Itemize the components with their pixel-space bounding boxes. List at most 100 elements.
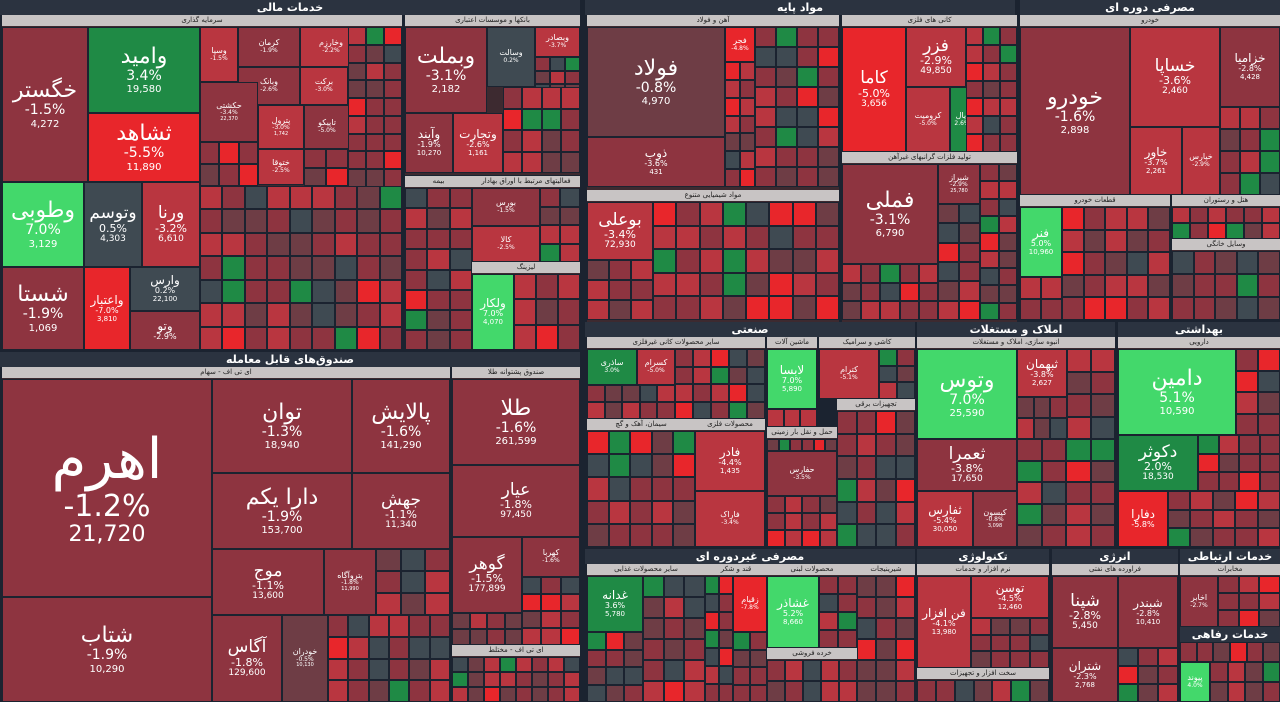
stock-tile-kala[interactable]: کالا -2.5% [472,226,540,262]
minor-stock-tile[interactable] [663,618,685,639]
minor-stock-tile[interactable] [516,672,532,687]
minor-stock-tile[interactable] [1215,274,1237,297]
minor-stock-tile[interactable] [776,127,797,147]
minor-stock-tile[interactable] [427,310,450,330]
minor-stock-tile[interactable] [684,618,705,639]
minor-stock-tile[interactable] [705,612,719,630]
minor-stock-tile[interactable] [857,660,877,681]
minor-stock-tile[interactable] [747,366,765,384]
minor-stock-tile[interactable] [558,299,580,325]
minor-stock-tile[interactable] [1190,528,1213,547]
minor-stock-tile[interactable] [643,681,664,702]
minor-stock-tile[interactable] [326,167,348,186]
minor-stock-tile[interactable] [983,134,1000,152]
minor-stock-tile[interactable] [1168,491,1191,510]
stock-tile-akhaber[interactable]: اخابر -2.7% [1180,576,1218,627]
minor-stock-tile[interactable] [792,202,816,226]
minor-stock-tile[interactable] [813,439,826,451]
minor-stock-tile[interactable] [802,496,820,513]
minor-stock-tile[interactable] [729,349,747,367]
minor-stock-tile[interactable] [289,209,313,233]
minor-stock-tile[interactable] [384,115,402,134]
minor-stock-tile[interactable] [837,501,857,525]
minor-stock-tile[interactable] [755,27,776,47]
minor-stock-tile[interactable] [1198,435,1219,454]
minor-stock-tile[interactable] [1066,460,1091,483]
minor-stock-tile[interactable] [705,594,719,612]
stock-tile-kama[interactable]: کاما -5.0% 3,656 [842,27,906,152]
minor-stock-tile[interactable] [802,439,814,451]
minor-stock-tile[interactable] [427,228,450,250]
minor-stock-tile[interactable] [312,232,335,257]
minor-stock-tile[interactable] [1126,252,1149,275]
minor-stock-tile[interactable] [405,269,428,290]
minor-stock-tile[interactable] [856,479,876,502]
minor-stock-tile[interactable] [819,513,837,530]
minor-stock-tile[interactable] [452,672,468,687]
minor-stock-tile[interactable] [1258,370,1280,392]
minor-stock-tile[interactable] [879,382,897,399]
minor-stock-tile[interactable] [1091,416,1115,439]
minor-stock-tile[interactable] [1172,223,1190,239]
minor-stock-tile[interactable] [334,256,358,280]
stock-tile-vatoos[interactable]: وتوس 7.0% 25,590 [917,349,1017,439]
stock-tile-khatgha[interactable]: ختوقا -2.5% [258,149,304,185]
minor-stock-tile[interactable] [1218,453,1239,473]
stock-tile-shahed[interactable]: ثشاهد -5.5% 11,890 [88,113,200,182]
minor-stock-tile[interactable] [639,385,658,402]
minor-stock-tile[interactable] [1118,648,1138,666]
minor-stock-tile[interactable] [725,62,740,80]
minor-stock-tile[interactable] [368,615,389,637]
minor-stock-tile[interactable] [1090,503,1115,526]
stock-tile-petroagah[interactable]: پتروآگاه -1.8% 11,990 [324,549,376,615]
minor-stock-tile[interactable] [1148,274,1170,298]
stock-tile-tamrad[interactable]: ثعمرا -3.8% 17,650 [917,439,1017,491]
stock-tile-vares[interactable]: وارس 0.2% 22,100 [130,267,200,311]
minor-stock-tile[interactable] [289,279,313,304]
minor-stock-tile[interactable] [1193,297,1216,320]
minor-stock-tile[interactable] [895,433,915,457]
minor-stock-tile[interactable] [998,302,1017,320]
minor-stock-tile[interactable] [938,300,959,320]
minor-stock-tile[interactable] [1029,651,1049,668]
minor-stock-tile[interactable] [803,681,821,702]
minor-stock-tile[interactable] [675,401,693,419]
minor-stock-tile[interactable] [897,382,915,399]
minor-stock-tile[interactable] [876,639,896,660]
minor-stock-tile[interactable] [998,181,1017,199]
minor-stock-tile[interactable] [1260,173,1280,195]
minor-stock-tile[interactable] [357,326,380,350]
stock-tile-shapna[interactable]: شپنا -2.8% 5,450 [1052,576,1118,648]
minor-stock-tile[interactable] [1226,207,1244,223]
minor-stock-tile[interactable] [238,164,258,186]
stock-tile-fameli[interactable]: فملی -3.1% 6,790 [842,164,938,264]
stock-tile-shiraz[interactable]: شیراز -2.9% 25,780 [938,164,980,204]
minor-stock-tile[interactable] [719,684,733,702]
minor-stock-tile[interactable] [857,639,877,660]
stock-tile-foolad[interactable]: فولاد -0.8% 4,970 [587,27,725,137]
minor-stock-tile[interactable] [1010,618,1030,635]
minor-stock-tile[interactable] [673,477,695,501]
minor-stock-tile[interactable] [1210,662,1228,682]
minor-stock-tile[interactable] [587,431,609,455]
minor-stock-tile[interactable] [630,477,652,501]
minor-stock-tile[interactable] [895,501,915,525]
minor-stock-tile[interactable] [802,513,820,530]
minor-stock-tile[interactable] [1245,682,1263,702]
minor-stock-tile[interactable] [222,232,245,257]
minor-stock-tile[interactable] [379,186,402,210]
minor-stock-tile[interactable] [541,87,561,109]
minor-stock-tile[interactable] [1105,207,1127,230]
minor-stock-tile[interactable] [1066,482,1091,504]
minor-stock-tile[interactable] [222,279,245,304]
minor-stock-tile[interactable] [1033,397,1051,418]
minor-stock-tile[interactable] [532,672,548,687]
minor-stock-tile[interactable] [1180,642,1197,662]
minor-stock-tile[interactable] [792,296,816,320]
minor-stock-tile[interactable] [1208,207,1226,223]
minor-stock-tile[interactable] [856,411,876,434]
minor-stock-tile[interactable] [1148,207,1170,230]
stock-tile-vetejarat[interactable]: وتجارت -2.6% 1,161 [453,113,503,173]
minor-stock-tile[interactable] [348,169,366,187]
minor-stock-tile[interactable] [876,597,896,618]
